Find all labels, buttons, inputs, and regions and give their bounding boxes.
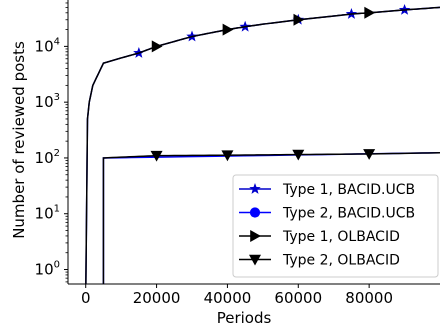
series-line-4	[102, 151, 440, 284]
series-4-marker	[221, 150, 234, 162]
ticks-group: 0 20000 40000 60000 80000 100 101 102 103 104	[35, 2, 393, 307]
legend-marker	[249, 183, 261, 194]
series-3-marker	[222, 23, 234, 36]
series-4-marker	[292, 149, 305, 161]
series-3-marker	[364, 6, 376, 19]
y-tick-label: 101	[35, 204, 60, 223]
x-axis-title: Periods	[217, 309, 272, 327]
legend-label: Type 1, BACID.UCB	[282, 182, 415, 198]
series-3-marker	[293, 13, 305, 26]
x-tick-label: 20000	[133, 289, 181, 307]
legend-label: Type 2, BACID.UCB	[282, 206, 415, 222]
y-axis-title: Number of reviewed posts	[10, 41, 28, 239]
x-tick-label: 40000	[204, 289, 252, 307]
x-tick-label: 60000	[274, 289, 322, 307]
series-4-marker	[363, 149, 376, 160]
legend-marker	[249, 207, 261, 218]
series-group	[85, 3, 440, 284]
x-tick-label: 0	[81, 289, 91, 307]
legend: Type 1, BACID.UCB Type 2, BACID.UCB Type 1…	[232, 174, 439, 278]
x-tick-label: 80000	[345, 289, 393, 307]
legend-label: Type 2, OLBACID	[282, 253, 400, 269]
y-tick-label: 102	[35, 148, 60, 167]
legend-marker	[249, 254, 261, 266]
legend-marker	[250, 230, 261, 242]
series-3-marker	[151, 40, 163, 53]
y-tick-label: 100	[35, 260, 60, 279]
y-tick-label: 104	[35, 36, 60, 55]
y-tick-label: 103	[35, 92, 60, 111]
legend-label: Type 1, OLBACID	[282, 229, 400, 245]
series-line-3	[85, 6, 440, 284]
legend-box	[232, 174, 439, 278]
series-4-marker	[150, 150, 163, 162]
